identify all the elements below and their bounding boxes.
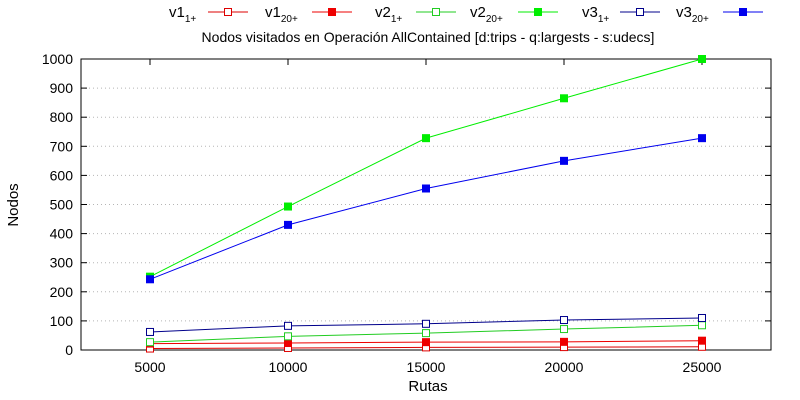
data-point: [698, 313, 706, 322]
series-v3-20plus: [146, 134, 706, 284]
y-tick-label: 800: [50, 109, 74, 125]
series-v2-1plus: [146, 321, 706, 347]
legend-marker: [432, 8, 440, 16]
data-point: [698, 336, 706, 345]
series-v2-20plus: [146, 55, 706, 281]
legend-label: v21+: [375, 4, 402, 25]
legend-entry: v31+: [582, 4, 660, 25]
data-point: [422, 184, 430, 193]
data-point: [422, 338, 430, 347]
legend-entry: v21+: [375, 4, 456, 25]
data-point: [560, 156, 568, 165]
legend-marker: [636, 8, 644, 16]
y-tick-label: 0: [65, 342, 73, 358]
data-point: [698, 321, 706, 330]
data-point: [560, 325, 568, 334]
data-point: [284, 332, 292, 341]
x-tick-label: 15000: [407, 359, 446, 375]
y-tick-label: 300: [50, 255, 74, 271]
series-layer: [146, 55, 706, 353]
legend: v11+ v120+ v21+ v220+ v31+ v320+: [169, 4, 763, 25]
y-tick-label: 200: [50, 284, 74, 300]
y-axis-label: Nodos: [5, 183, 22, 226]
data-point: [284, 220, 292, 229]
legend-marker: [328, 8, 336, 16]
y-tick-label: 100: [50, 313, 74, 329]
x-axis-label: Rutas: [408, 378, 447, 395]
legend-label: v11+: [169, 4, 196, 25]
chart-title: Nodos visitados en Operación AllContaine…: [202, 29, 655, 45]
series-line: [149, 137, 703, 280]
data-point: [146, 327, 154, 336]
legend-marker: [739, 8, 747, 16]
x-tick-label: 25000: [683, 359, 722, 375]
data-point: [698, 134, 706, 143]
y-tick-label: 400: [50, 226, 74, 242]
legend-entry: v320+: [676, 4, 763, 25]
legend-label: v320+: [676, 4, 709, 25]
y-tick-label: 700: [50, 138, 74, 154]
data-point: [146, 338, 154, 347]
legend-label: v120+: [265, 4, 298, 25]
y-tick-label: 1000: [42, 51, 73, 67]
x-tick-label: 20000: [545, 359, 584, 375]
data-point: [146, 275, 154, 284]
gridlines: [81, 87, 771, 322]
data-point: [698, 55, 706, 63]
y-tick-label: 600: [50, 167, 74, 183]
legend-entry: v11+: [169, 4, 248, 25]
data-point: [422, 319, 430, 328]
data-point: [284, 339, 292, 348]
data-point: [284, 321, 292, 330]
legend-label: v31+: [582, 4, 609, 25]
data-point: [284, 202, 292, 211]
x-tick-label: 5000: [134, 359, 165, 375]
data-point: [560, 94, 568, 103]
data-point: [560, 316, 568, 325]
legend-entry: v120+: [265, 4, 352, 25]
legend-marker: [224, 8, 232, 16]
y-tick-label: 500: [50, 197, 74, 213]
data-point: [422, 329, 430, 338]
y-tick-label: 900: [50, 80, 74, 96]
series-v1-1plus: [146, 342, 706, 353]
legend-marker: [534, 8, 542, 16]
legend-entry: v220+: [470, 4, 558, 25]
series-line: [149, 58, 703, 278]
x-tick-label: 10000: [269, 359, 308, 375]
legend-label: v220+: [470, 4, 503, 25]
series-v3-1plus: [146, 313, 706, 336]
data-point: [422, 134, 430, 143]
data-point: [560, 337, 568, 346]
axis-ticks: 0 100 200 300 400 500 600 700 800 900 1000 5000 1000…: [42, 51, 771, 375]
